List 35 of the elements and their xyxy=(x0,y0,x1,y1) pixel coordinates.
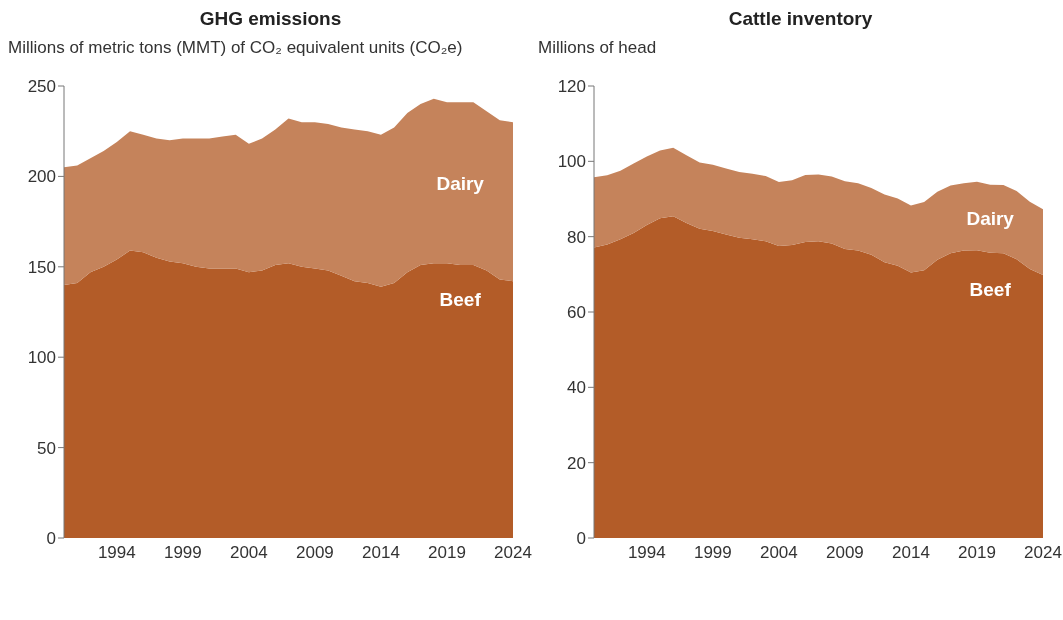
y-tick-label: 50 xyxy=(37,438,56,458)
chart-title: Cattle inventory xyxy=(727,8,874,31)
chart-title: GHG emissions xyxy=(198,8,343,31)
y-tick-label: 0 xyxy=(46,529,56,549)
x-tick-label: 2009 xyxy=(296,543,334,563)
y-tick-label: 40 xyxy=(567,378,586,398)
x-tick-label: 2019 xyxy=(428,543,466,563)
x-tick-label: 2019 xyxy=(958,543,996,563)
y-tick-label: 100 xyxy=(557,152,586,172)
x-tick-label: 1994 xyxy=(627,543,666,563)
y-tick-label: 20 xyxy=(567,453,586,473)
x-tick-label: 2024 xyxy=(494,543,532,563)
series-label: Dairy xyxy=(965,206,1015,231)
series-label: Beef xyxy=(438,288,482,313)
y-tick-label: 200 xyxy=(27,167,56,187)
x-tick-label: 2014 xyxy=(892,543,930,563)
y-tick-label: 120 xyxy=(557,77,586,97)
y-tick-label: 60 xyxy=(567,303,586,323)
y-tick-label: 250 xyxy=(27,77,56,97)
y-tick-label: 80 xyxy=(567,227,586,247)
x-tick-label: 1999 xyxy=(163,543,202,563)
y-tick-label: 100 xyxy=(27,348,56,368)
y-tick-label: 0 xyxy=(576,529,586,549)
x-tick-label: 1994 xyxy=(97,543,136,563)
series-label: Dairy xyxy=(435,171,485,196)
y-axis-title: Millions of metric tons (MMT) of CO₂ equivalent units (CO₂e) xyxy=(8,38,464,59)
x-tick-label: 2004 xyxy=(229,543,268,563)
x-tick-label: 2009 xyxy=(826,543,864,563)
x-tick-label: 2014 xyxy=(362,543,400,563)
y-tick-label: 150 xyxy=(27,257,56,277)
x-tick-label: 1999 xyxy=(693,543,732,563)
y-axis-title: Millions of head xyxy=(538,38,658,59)
x-tick-label: 2024 xyxy=(1024,543,1062,563)
x-tick-label: 2004 xyxy=(759,543,798,563)
series-label: Beef xyxy=(968,277,1012,302)
